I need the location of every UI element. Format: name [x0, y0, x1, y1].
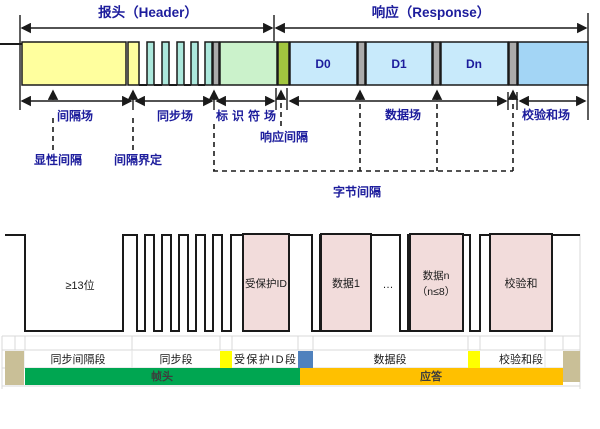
- response-bar-label: 应答: [420, 369, 443, 383]
- header-bar-label: 帧头: [151, 369, 173, 383]
- yellow-cell-pid: [220, 351, 232, 368]
- field-measure-lines: [20, 88, 587, 110]
- break-delimiter-label: 间隔界定: [114, 152, 162, 167]
- checksum-segment-label: 校验和段: [499, 352, 543, 366]
- pointer-arrows: [47, 89, 519, 100]
- data-field-label: 数据场: [385, 107, 421, 122]
- protected-id-block: [242, 233, 290, 332]
- dashed-connectors: [52, 103, 514, 172]
- ellipsis-label: …: [383, 279, 394, 291]
- byte-separator: [212, 41, 220, 86]
- checksum-field-block: [517, 41, 589, 86]
- field-labels: 间隔场 同步场 标识符场 响应间隔 数据场 校验和场 显性间隔 间隔界定 字节间…: [34, 107, 570, 199]
- checksum-block: [489, 233, 553, 332]
- frame-field-blocks: D0 D1 Dn: [0, 41, 589, 86]
- checksum-label: 校验和: [505, 276, 538, 290]
- break-field-block: [21, 41, 127, 86]
- data-segment-label: 数据段: [374, 352, 407, 366]
- frame-section-bars: 帧头 应答: [25, 368, 563, 385]
- byte-space-label: 字节间隔: [333, 184, 381, 199]
- datan-block: [409, 233, 464, 332]
- data-byte-dn-block: [440, 41, 509, 86]
- sync-pulse: [161, 41, 170, 86]
- byte-separator: [432, 41, 441, 86]
- byte-separator: [508, 41, 518, 86]
- header-bar: [25, 368, 300, 385]
- checksum-field-label: 校验和场: [522, 107, 570, 122]
- response-space-block: [277, 41, 290, 86]
- datan-label-line1: 数据n: [423, 269, 450, 282]
- protected-id-label: 受保护ID: [245, 277, 287, 290]
- d1-label: D1: [391, 57, 407, 71]
- sync-pulse: [204, 41, 213, 86]
- bottom-frame-diagram: ≥13位 受保护ID 数据1 … 数据n （n≤8） 校验和 同步间隔段 同步段…: [1, 233, 581, 389]
- segment-marker-cells: [5, 351, 580, 385]
- break-field-label: 间隔场: [57, 108, 93, 123]
- response-bar: [300, 368, 563, 385]
- sync-field-label: 同步场: [157, 108, 193, 123]
- sync-segment-label: 同步段: [160, 352, 193, 366]
- sync-pulse: [146, 41, 155, 86]
- tan-cell-left: [5, 351, 24, 385]
- break-length-label: ≥13位: [65, 278, 94, 292]
- top-frame-diagram: 报头（Header） 响应（Response）: [0, 4, 589, 199]
- dn-label: Dn: [466, 57, 482, 71]
- data1-label: 数据1: [332, 276, 360, 290]
- byte-separator: [357, 41, 366, 86]
- data-byte-d1-block: [365, 41, 433, 86]
- datan-label-line2: （n≤8）: [417, 286, 455, 298]
- response-title: 响应（Response）: [372, 4, 491, 20]
- sync-pulse: [190, 41, 199, 86]
- break-delimiter-pulse: [127, 41, 140, 86]
- tan-cell-right: [563, 351, 580, 382]
- sync-pulse: [176, 41, 185, 86]
- dominant-break-label: 显性间隔: [34, 152, 82, 167]
- lin-waveform: ≥13位 受保护ID 数据1 … 数据n （n≤8） 校验和: [5, 233, 580, 332]
- data-byte-d0-block: [289, 41, 358, 86]
- segment-name-row: 同步间隔段 同步段 受保护ID段 数据段 校验和段: [51, 352, 544, 366]
- data1-block: [320, 233, 372, 332]
- sync-break-segment-label: 同步间隔段: [51, 352, 106, 366]
- identifier-field-block: [219, 41, 278, 86]
- d0-label: D0: [315, 57, 331, 71]
- yellow-cell-checksum: [468, 351, 480, 368]
- protected-id-segment-label: 受保护ID段: [234, 352, 296, 366]
- header-title: 报头（Header）: [98, 4, 198, 20]
- blue-cell-response-start: [298, 351, 313, 368]
- identifier-field-label: 标识符场: [215, 108, 276, 123]
- response-space-label: 响应间隔: [260, 129, 308, 144]
